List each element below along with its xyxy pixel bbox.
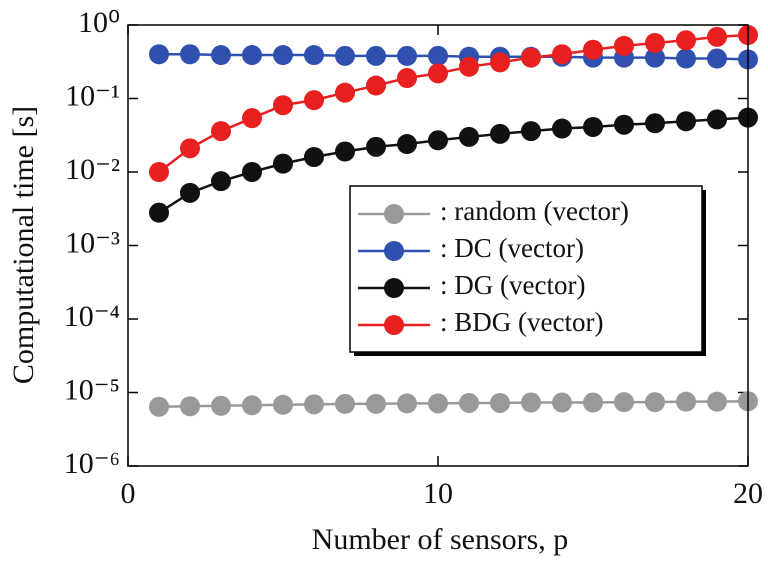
- y-tick-label: 10⁻²: [65, 153, 120, 186]
- marker: [149, 162, 169, 182]
- marker: [614, 35, 634, 56]
- marker: [645, 113, 665, 134]
- marker: [304, 90, 324, 111]
- marker: [304, 394, 324, 415]
- marker: [707, 48, 727, 69]
- marker: [552, 118, 572, 139]
- marker: [397, 45, 417, 66]
- marker: [335, 82, 355, 103]
- marker: [397, 393, 417, 414]
- marker: [645, 392, 665, 413]
- marker: [552, 392, 572, 413]
- marker: [428, 63, 448, 84]
- legend-label: : DC (vector): [440, 233, 584, 263]
- marker: [242, 108, 262, 129]
- marker: [583, 39, 603, 60]
- y-tick-label: 10⁰: [78, 6, 120, 39]
- marker: [397, 68, 417, 89]
- marker: [211, 121, 231, 142]
- marker: [490, 392, 510, 413]
- y-tick-label: 10⁻⁴: [64, 300, 120, 333]
- legend-label: : BDG (vector): [440, 307, 603, 337]
- marker: [366, 136, 386, 157]
- marker: [149, 202, 169, 223]
- marker: [335, 141, 355, 162]
- marker: [459, 56, 479, 77]
- marker: [676, 111, 696, 132]
- marker: [273, 95, 293, 116]
- marker: [211, 395, 231, 416]
- legend-marker: [384, 315, 404, 335]
- marker: [614, 114, 634, 135]
- marker: [676, 48, 696, 69]
- marker: [521, 47, 541, 68]
- marker: [428, 393, 448, 414]
- y-tick-label: 10⁻³: [65, 226, 120, 259]
- marker: [397, 134, 417, 155]
- marker: [335, 393, 355, 414]
- marker: [645, 47, 665, 68]
- marker: [180, 44, 200, 65]
- legend-marker: [384, 278, 404, 298]
- marker: [149, 396, 169, 417]
- marker: [707, 109, 727, 130]
- marker: [645, 32, 665, 53]
- marker: [552, 44, 572, 65]
- marker: [180, 396, 200, 417]
- marker: [242, 395, 262, 416]
- marker: [304, 45, 324, 66]
- marker: [273, 45, 293, 66]
- marker: [242, 45, 262, 66]
- marker: [366, 45, 386, 66]
- marker: [428, 130, 448, 151]
- legend-label: : random (vector): [440, 196, 629, 226]
- marker: [707, 391, 727, 412]
- x-axis-label: Number of sensors, p: [312, 523, 569, 556]
- marker: [273, 394, 293, 415]
- y-tick-label: 10⁻¹: [65, 79, 120, 112]
- marker: [242, 162, 262, 182]
- marker: [676, 30, 696, 51]
- marker: [521, 392, 541, 413]
- legend-marker: [384, 204, 404, 224]
- y-tick-label: 10⁻⁶: [64, 447, 120, 480]
- marker: [366, 75, 386, 96]
- marker: [459, 392, 479, 413]
- marker: [614, 392, 634, 413]
- legend-label: : DG (vector): [440, 270, 585, 300]
- marker: [583, 116, 603, 137]
- x-tick-label: 0: [121, 477, 136, 510]
- plot-frame: [127, 24, 749, 467]
- marker: [428, 45, 448, 66]
- marker: [304, 146, 324, 167]
- marker: [459, 126, 479, 147]
- y-axis-label: Computational time [s]: [7, 106, 40, 384]
- marker: [149, 44, 169, 65]
- marker: [335, 45, 355, 66]
- marker: [273, 153, 293, 174]
- y-tick-label: 10⁻⁵: [64, 373, 120, 406]
- marker: [180, 138, 200, 159]
- marker: [180, 182, 200, 203]
- marker: [521, 121, 541, 142]
- marker: [490, 52, 510, 73]
- marker: [211, 45, 231, 66]
- marker: [490, 123, 510, 144]
- marker: [366, 393, 386, 414]
- marker: [707, 26, 727, 47]
- marker: [583, 392, 603, 413]
- legend-marker: [384, 241, 404, 261]
- x-tick-label: 10: [423, 477, 453, 510]
- marker: [676, 391, 696, 412]
- x-tick-label: 20: [733, 477, 763, 510]
- marker: [211, 171, 231, 192]
